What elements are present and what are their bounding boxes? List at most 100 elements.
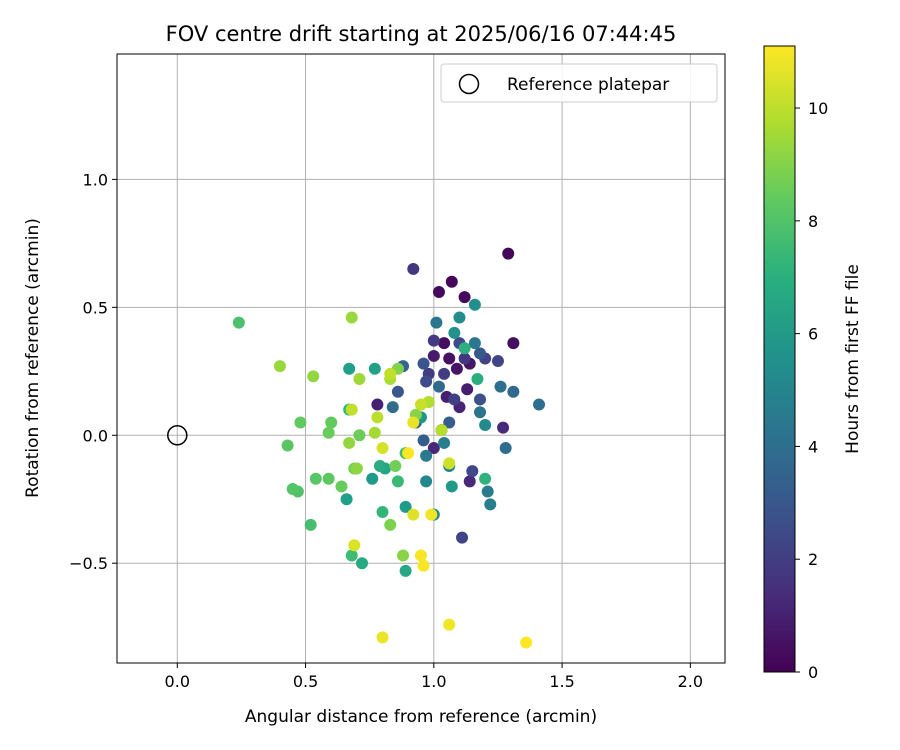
data-point <box>366 472 379 485</box>
data-point <box>438 436 451 449</box>
data-point <box>384 518 397 531</box>
data-point <box>371 398 384 411</box>
data-point <box>445 480 458 493</box>
data-point <box>397 549 410 562</box>
data-point <box>479 472 492 485</box>
legend: Reference platepar <box>440 63 718 103</box>
data-point <box>309 472 322 485</box>
plot-frame <box>116 53 726 664</box>
data-point <box>350 462 363 475</box>
reference-marker <box>167 425 188 446</box>
legend-marker-reference <box>458 73 480 95</box>
data-point <box>438 337 451 350</box>
data-point <box>445 275 458 288</box>
data-point <box>353 372 366 385</box>
data-point <box>427 442 440 455</box>
data-point <box>468 298 481 311</box>
data-point <box>399 564 412 577</box>
data-point <box>425 508 438 521</box>
data-point <box>286 483 299 495</box>
data-point <box>448 393 461 406</box>
data-point <box>471 372 484 385</box>
data-point <box>389 459 402 472</box>
data-point <box>458 352 471 365</box>
data-point <box>407 508 420 521</box>
data-point <box>507 337 520 350</box>
y-tick-label: −0.5 <box>69 554 108 573</box>
data-point <box>232 316 245 329</box>
data-point <box>466 465 479 478</box>
data-point <box>325 416 338 429</box>
data-point <box>345 311 358 324</box>
y-tick-label: 0.5 <box>83 298 108 317</box>
data-point <box>415 549 427 562</box>
data-point <box>430 316 443 329</box>
colorbar-tick-label: 8 <box>808 212 818 231</box>
legend-label-reference: Reference platepar <box>507 75 669 95</box>
data-point <box>376 631 389 644</box>
data-point <box>450 362 463 375</box>
data-point <box>494 380 507 393</box>
data-points <box>232 247 546 649</box>
data-point <box>376 506 389 519</box>
data-point <box>461 383 474 396</box>
data-point <box>481 485 494 498</box>
data-point <box>273 360 286 373</box>
data-point <box>376 442 389 455</box>
data-point <box>458 291 471 304</box>
colorbar-tick-label: 4 <box>808 437 818 456</box>
data-point <box>533 398 546 411</box>
x-tick-label: 1.0 <box>421 672 446 691</box>
x-tick-label: 1.5 <box>549 672 574 691</box>
data-point <box>479 419 492 432</box>
data-point <box>474 347 487 360</box>
data-point <box>453 311 466 324</box>
data-point <box>373 459 386 472</box>
y-tick-label: 1.0 <box>83 170 108 189</box>
data-point <box>343 436 356 449</box>
data-point <box>345 549 358 562</box>
data-point <box>427 334 440 347</box>
data-point <box>335 480 348 493</box>
data-point <box>353 429 366 442</box>
colorbar <box>763 45 796 673</box>
data-point <box>420 375 433 388</box>
data-point <box>371 411 384 424</box>
colorbar-ticks: 0 2 4 6 8 10 <box>795 99 828 682</box>
data-point <box>443 416 456 429</box>
data-point <box>415 398 427 411</box>
colorbar-tick-label: 6 <box>808 325 818 344</box>
data-point <box>520 636 533 649</box>
y-axis-ticks: 1.0 0.5 0.0 −0.5 <box>69 170 117 573</box>
data-point <box>435 424 448 437</box>
data-point <box>502 247 515 260</box>
data-point <box>322 426 335 439</box>
legend-box <box>440 63 718 103</box>
data-point <box>474 406 487 419</box>
x-tick-label: 2.0 <box>678 672 703 691</box>
data-point <box>443 457 456 470</box>
data-point <box>281 439 294 452</box>
data-point <box>345 403 358 416</box>
data-point <box>407 416 420 429</box>
colorbar-tick-label: 0 <box>808 663 818 682</box>
data-point <box>432 380 445 393</box>
x-tick-label: 0.0 <box>165 672 190 691</box>
data-point <box>368 362 381 375</box>
data-point <box>384 367 397 380</box>
data-point <box>402 447 415 460</box>
x-axis-label: Angular distance from reference (arcmin) <box>245 707 597 727</box>
x-axis-ticks: 0.0 0.5 1.0 1.5 2.0 <box>165 663 703 691</box>
data-point <box>458 342 471 355</box>
data-point <box>484 498 497 511</box>
data-point <box>491 355 504 368</box>
data-point <box>368 426 381 439</box>
data-point <box>432 285 445 298</box>
data-point <box>456 531 469 544</box>
colorbar-tick-label: 2 <box>808 550 818 569</box>
data-point <box>420 475 433 488</box>
data-point <box>304 518 317 531</box>
data-point <box>443 352 456 365</box>
data-point <box>499 442 512 455</box>
data-point <box>343 362 356 375</box>
